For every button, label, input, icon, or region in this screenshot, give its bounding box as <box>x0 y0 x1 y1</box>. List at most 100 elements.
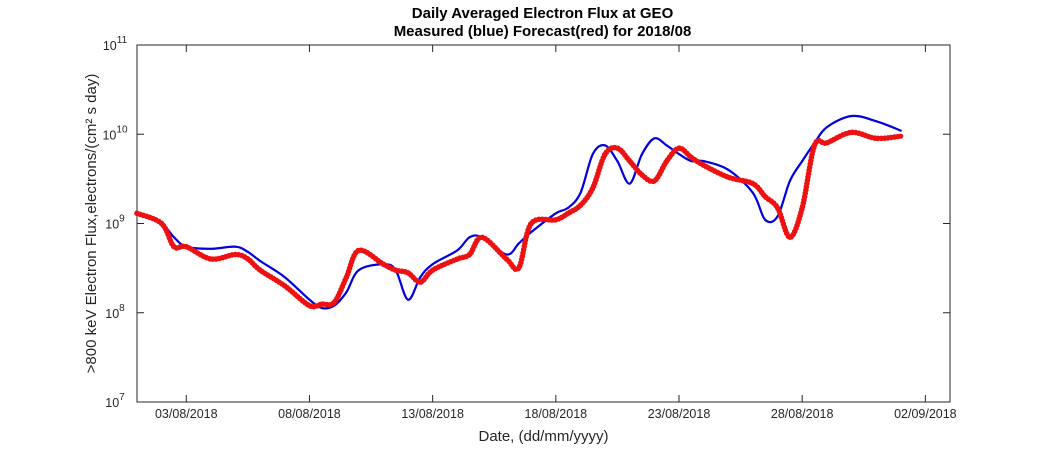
measured-point <box>259 259 262 263</box>
measured-point <box>628 182 631 185</box>
measured-point <box>530 231 533 234</box>
measured-point <box>764 218 767 221</box>
y-axis-label: >800 keV Electron Flux,electrons/(cm² s … <box>83 74 100 374</box>
forecast-point <box>590 185 596 191</box>
forecast-point <box>848 129 855 135</box>
forecast-point <box>639 172 645 178</box>
forecast-point <box>787 234 793 240</box>
forecast-point <box>343 274 349 280</box>
forecast-point <box>774 205 781 211</box>
measured-point <box>727 168 730 171</box>
forecast-point <box>799 205 805 211</box>
forecast-point <box>257 267 263 273</box>
x-tick-label: 23/08/2018 <box>648 407 711 421</box>
forecast-point <box>467 251 473 258</box>
forecast-point <box>824 140 830 146</box>
forecast-point <box>245 256 251 262</box>
x-axis-label: Date, (dd/mm/yyyy) <box>478 428 608 445</box>
measured-point <box>345 291 348 294</box>
measured-point <box>825 126 828 129</box>
y-axis-ticks: 107 108 109 1010 1011 <box>102 35 950 410</box>
forecast-point <box>159 220 165 227</box>
measured-point <box>899 129 902 132</box>
forecast-point <box>306 303 313 309</box>
forecast-point <box>701 162 707 168</box>
forecast-point <box>430 267 436 273</box>
x-axis-ticks: 03/08/2018 08/08/2018 13/08/2018 18/08/2018… <box>155 45 957 421</box>
measured-point <box>875 120 878 123</box>
forecast-point <box>614 145 621 151</box>
x-tick-label: 03/08/2018 <box>155 407 218 421</box>
forecast-point <box>664 158 670 164</box>
measured-point <box>406 298 410 301</box>
measured-point <box>604 144 607 147</box>
measured-point <box>591 153 594 156</box>
forecast-point <box>319 301 325 307</box>
measured-point <box>677 153 681 156</box>
measured-point <box>579 191 582 194</box>
forecast-point <box>898 133 904 139</box>
forecast-point <box>183 244 189 250</box>
forecast-point <box>688 154 694 160</box>
forecast-point <box>171 244 177 250</box>
forecast-point <box>134 210 140 216</box>
measured-point <box>751 191 755 194</box>
forecast-point <box>627 158 633 164</box>
forecast-point <box>750 181 756 187</box>
measured-point <box>517 242 521 245</box>
measured-point <box>419 276 422 279</box>
forecast-point <box>356 247 362 253</box>
forecast-point <box>454 256 460 262</box>
measured-point <box>246 250 249 253</box>
forecast-point <box>331 300 337 306</box>
measured-point <box>456 249 459 252</box>
forecast-point <box>873 135 879 141</box>
x-tick-label: 02/09/2018 <box>894 407 957 421</box>
forecast-point <box>282 283 288 289</box>
forecast-series-markers <box>134 129 904 310</box>
series-layer <box>134 114 904 310</box>
measured-point <box>665 144 668 147</box>
forecast-point <box>725 174 731 180</box>
forecast-point <box>503 256 510 262</box>
forecast-point <box>232 251 239 258</box>
y-tick-label: 1010 <box>102 124 127 142</box>
forecast-point <box>479 234 485 240</box>
measured-point <box>702 160 705 163</box>
forecast-point <box>208 256 214 262</box>
measured-point <box>209 247 212 250</box>
forecast-point <box>602 151 608 157</box>
forecast-point <box>676 145 682 151</box>
measured-point <box>283 276 286 279</box>
measured-point <box>653 137 656 140</box>
forecast-point <box>553 217 559 223</box>
measured-point <box>788 179 792 182</box>
measured-point <box>640 153 644 156</box>
forecast-point <box>528 220 534 227</box>
chart-title: Daily Averaged Electron Flux at GEO <box>411 5 674 22</box>
measured-point <box>468 236 471 239</box>
x-tick-label: 13/08/2018 <box>401 407 464 421</box>
forecast-point <box>565 210 571 216</box>
measured-point <box>567 206 570 209</box>
forecast-point <box>762 194 768 200</box>
measured-series-line <box>136 114 902 310</box>
y-tick-label: 1011 <box>103 35 128 53</box>
forecast-point <box>417 279 423 285</box>
measured-point <box>320 306 323 310</box>
forecast-point <box>405 270 411 276</box>
chart-subtitle: Measured (blue) Forecast(red) for 2018/0… <box>393 23 692 40</box>
x-tick-label: 18/08/2018 <box>525 407 588 421</box>
measured-point <box>308 298 311 301</box>
forecast-point <box>577 202 584 208</box>
measured-point <box>801 160 804 163</box>
x-tick-label: 28/08/2018 <box>771 407 834 421</box>
y-tick-label: 107 <box>105 392 125 410</box>
y-tick-label: 108 <box>105 303 125 321</box>
measured-point <box>172 236 176 239</box>
measured-point <box>850 114 853 118</box>
x-tick-label: 08/08/2018 <box>278 407 341 421</box>
measured-point <box>234 245 237 248</box>
forecast-point <box>811 142 818 148</box>
